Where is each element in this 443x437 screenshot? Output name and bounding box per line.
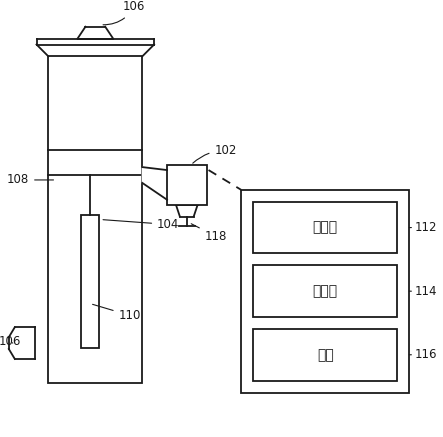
Bar xyxy=(253,202,397,253)
Text: 112: 112 xyxy=(409,221,437,234)
Text: 存储器: 存储器 xyxy=(313,284,338,298)
Bar xyxy=(48,56,142,383)
Bar xyxy=(81,215,99,348)
Text: 110: 110 xyxy=(93,304,141,322)
Bar xyxy=(253,329,397,381)
Bar xyxy=(241,190,409,392)
Text: 108: 108 xyxy=(7,173,54,187)
Text: 118: 118 xyxy=(191,224,227,243)
Text: 104: 104 xyxy=(103,218,179,231)
Bar xyxy=(167,165,206,205)
Text: 102: 102 xyxy=(193,144,237,163)
Text: 处理器: 处理器 xyxy=(313,221,338,235)
Text: 106: 106 xyxy=(0,335,21,347)
Text: 114: 114 xyxy=(409,284,437,298)
Text: 接口: 接口 xyxy=(317,348,334,362)
Text: 106: 106 xyxy=(103,0,145,25)
Polygon shape xyxy=(142,167,167,200)
Text: 116: 116 xyxy=(409,348,437,361)
Bar xyxy=(253,265,397,317)
